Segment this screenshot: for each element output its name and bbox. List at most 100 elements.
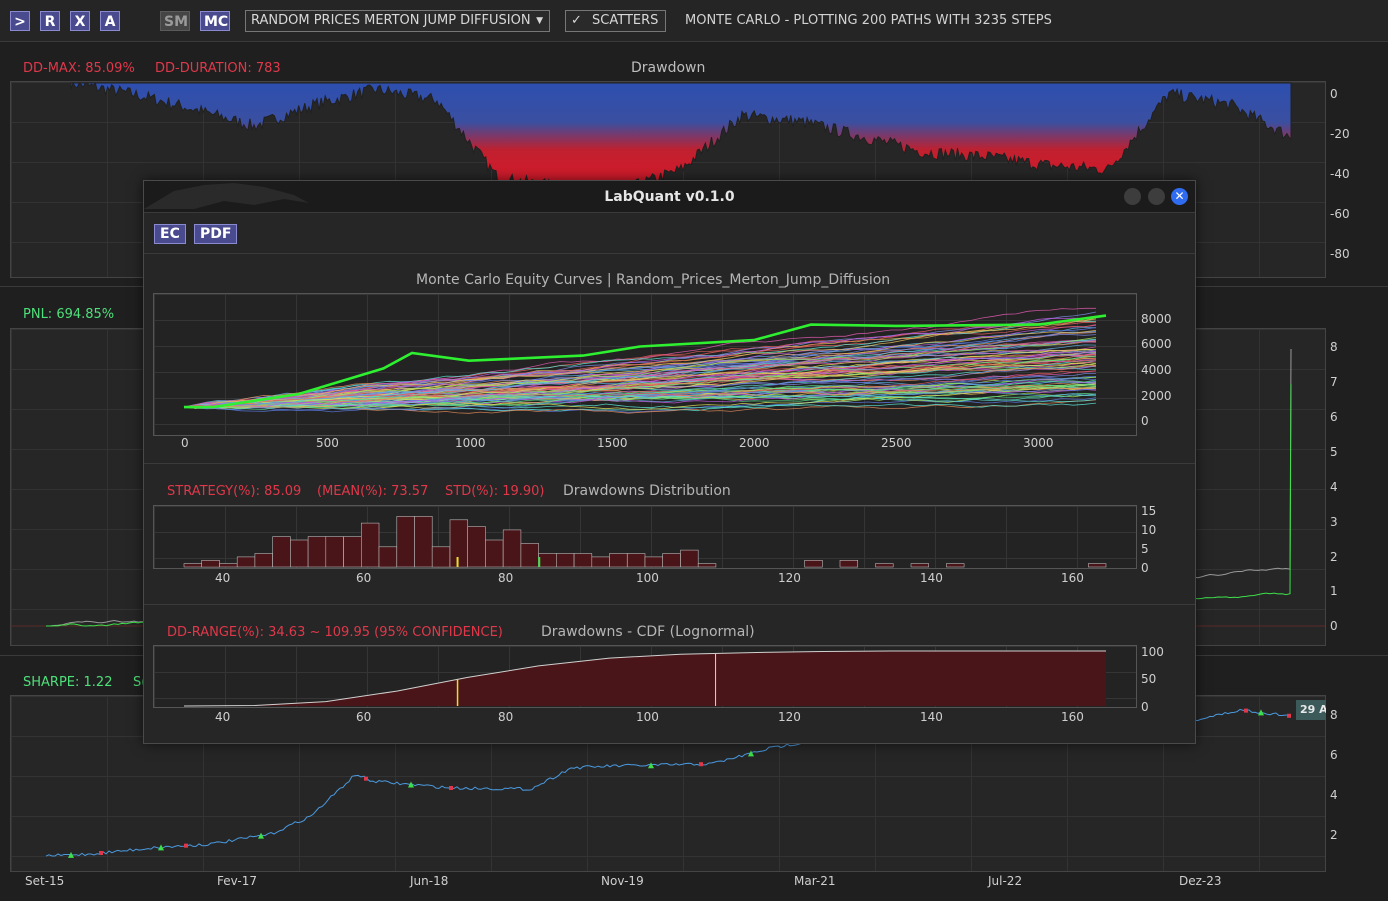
top-toolbar: > R X A SM MC RANDOM PRICES MERTON JUMP … xyxy=(0,0,1388,42)
histogram-bar xyxy=(626,553,646,568)
dist-xtick: 120 xyxy=(778,571,801,585)
price-xtick: Set-15 xyxy=(25,874,65,888)
sm-button[interactable]: SM xyxy=(160,11,190,31)
strategy-equity-line xyxy=(184,314,1107,409)
pnl-ytick: 5 xyxy=(1330,445,1338,459)
cdf-area xyxy=(184,651,1106,706)
scatters-label: SCATTERS xyxy=(592,13,659,28)
mc-status-text: MONTE CARLO - PLOTTING 200 PATHS WITH 32… xyxy=(685,13,1052,28)
scatters-checkbox[interactable]: ✓ SCATTERS xyxy=(565,10,666,32)
drawdown-chart xyxy=(70,82,1292,196)
strategy-stat: STRATEGY(%): 85.09 xyxy=(167,484,302,499)
buy-marker xyxy=(1258,709,1264,716)
pdf-button[interactable]: PDF xyxy=(194,224,238,244)
cdf-xtick: 120 xyxy=(778,710,801,724)
equity-chart xyxy=(183,307,1107,414)
cdf-line xyxy=(183,650,1106,707)
mc-path-line xyxy=(183,387,1097,408)
histogram-bar xyxy=(573,553,593,568)
price-xtick: Mar-21 xyxy=(794,874,836,888)
equity-xtick: 1500 xyxy=(597,436,628,450)
cdf-xtick: 60 xyxy=(356,710,372,724)
sell-marker xyxy=(699,762,703,767)
sell-marker xyxy=(1287,713,1291,718)
equity-xtick: 2500 xyxy=(881,436,912,450)
histogram-bar xyxy=(609,553,628,568)
buy-marker xyxy=(68,851,74,858)
cdf-chart xyxy=(183,650,1106,707)
check-icon: ✓ xyxy=(571,13,582,28)
mc-path-line xyxy=(183,348,1097,408)
cdf-plot[interactable] xyxy=(153,645,1137,708)
price-ytick: 2 xyxy=(1330,828,1338,842)
mode-select[interactable]: RANDOM PRICES MERTON JUMP DIFFUSION ▼ xyxy=(245,10,550,32)
equity-xtick: 0 xyxy=(181,436,189,450)
price-xtick: Jun-18 xyxy=(410,874,449,888)
drawdown-title: Drawdown xyxy=(631,60,706,76)
histogram-bar xyxy=(804,559,823,568)
buy-marker xyxy=(748,750,754,757)
mc-path-line xyxy=(183,364,1097,409)
mc-path-line xyxy=(183,402,1097,409)
histogram-bar xyxy=(502,529,522,568)
pnl-ytick: 4 xyxy=(1330,480,1338,494)
distribution-plot[interactable] xyxy=(153,505,1137,569)
histogram-bar xyxy=(254,553,273,568)
dist-ytick: 10 xyxy=(1141,523,1157,537)
histogram-bar xyxy=(538,553,557,568)
mc-path-line xyxy=(183,394,1097,408)
histogram-bar xyxy=(680,549,699,568)
dist-xtick: 80 xyxy=(498,571,514,585)
maximize-button[interactable] xyxy=(1148,188,1165,205)
pnl-ytick: 6 xyxy=(1330,410,1338,424)
histogram-bar xyxy=(201,559,220,568)
trade-markers xyxy=(68,708,1291,858)
dist-ytick: 5 xyxy=(1141,542,1149,556)
distribution-chart xyxy=(183,516,1107,568)
cdf-ytick: 100 xyxy=(1141,645,1164,659)
buy-marker xyxy=(648,762,654,769)
dist-xtick: 60 xyxy=(356,571,372,585)
clear-button[interactable]: X xyxy=(70,11,90,31)
labquant-title: LabQuant v0.1.0 xyxy=(604,189,735,205)
mc-path-line xyxy=(183,350,1097,408)
labquant-titlebar[interactable]: LabQuant v0.1.0 ✕ xyxy=(144,181,1195,213)
reset-button[interactable]: R xyxy=(40,11,60,31)
histogram-bar xyxy=(875,563,894,568)
mc-path-line xyxy=(183,316,1097,408)
equity-plot[interactable] xyxy=(153,293,1137,436)
dd-range-stat: DD-RANGE(%): 34.63 ~ 109.95 (95% CONFIDE… xyxy=(167,625,503,640)
close-button[interactable]: ✕ xyxy=(1171,188,1188,205)
histogram-bar xyxy=(219,563,238,568)
histogram-bar xyxy=(520,543,539,568)
distribution-title: Drawdowns Distribution xyxy=(563,483,731,499)
histogram-bar xyxy=(378,546,398,568)
dragon-logo-icon xyxy=(144,183,309,209)
cdf-xtick: 140 xyxy=(920,710,943,724)
histogram-bar xyxy=(591,556,610,568)
mc-button[interactable]: MC xyxy=(200,11,230,31)
ec-button[interactable]: EC xyxy=(154,224,186,244)
equity-title: Monte Carlo Equity Curves | Random_Price… xyxy=(416,272,891,288)
dd-duration-stat: DD-DURATION: 783 xyxy=(155,61,281,76)
dist-xtick: 40 xyxy=(215,571,231,585)
histogram-bar xyxy=(467,526,486,568)
pnl-ytick: 2 xyxy=(1330,550,1338,564)
cdf-xtick: 100 xyxy=(636,710,659,724)
dist-ytick: 15 xyxy=(1141,504,1157,518)
buy-marker xyxy=(258,832,264,839)
price-xtick: Jul-22 xyxy=(988,874,1023,888)
price-ytick: 8 xyxy=(1330,708,1338,722)
cdf-section: DD-RANGE(%): 34.63 ~ 109.95 (95% CONFIDE… xyxy=(144,606,1195,743)
histogram-bar xyxy=(644,556,664,568)
chevron-down-icon: ▼ xyxy=(536,16,543,26)
mc-path-line xyxy=(183,317,1097,409)
run-button[interactable]: > xyxy=(10,11,30,31)
dd-ytick: -80 xyxy=(1330,247,1350,261)
histogram-bar xyxy=(1087,563,1107,568)
equity-ytick: 2000 xyxy=(1141,389,1172,403)
equity-xtick: 500 xyxy=(316,436,339,450)
sharpe-stat: SHARPE: 1.22 xyxy=(23,675,113,690)
analyze-button[interactable]: A xyxy=(100,11,120,31)
minimize-button[interactable] xyxy=(1124,188,1141,205)
